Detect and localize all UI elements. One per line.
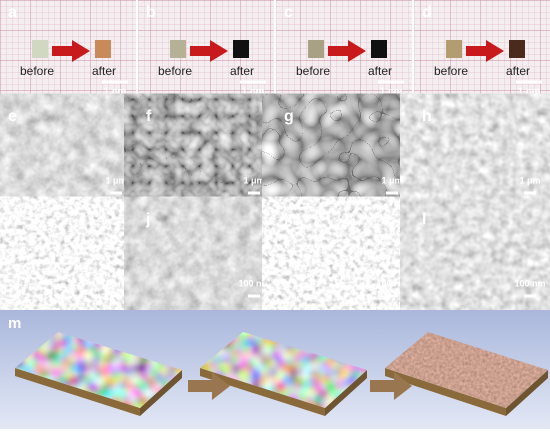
- slab-side: [325, 370, 367, 416]
- sem-panel: 1 μm g: [276, 104, 412, 205]
- panel-label: b: [146, 4, 156, 21]
- sample-before: [32, 40, 48, 58]
- before-label: before: [158, 64, 192, 78]
- panel-label: j: [145, 211, 150, 228]
- panel-label: k: [284, 211, 293, 228]
- after-label: after: [230, 64, 254, 78]
- scale-label: 1 cm: [104, 87, 127, 98]
- panel-label: d: [422, 4, 432, 21]
- scale-label: 1 μm: [519, 175, 540, 185]
- panel-label: a: [8, 4, 17, 21]
- sample-after: [371, 40, 387, 58]
- before-label: before: [296, 64, 330, 78]
- panel-label: c: [284, 4, 293, 21]
- slab-side: [506, 370, 548, 416]
- sem-panel: 1 μm e: [0, 104, 136, 205]
- sem-panel: 100 nm l: [414, 207, 550, 308]
- sem-image: [0, 104, 136, 205]
- photo-panel: before after 1 cm b: [138, 0, 274, 102]
- photo-panel: before after 1 cm a: [0, 0, 136, 102]
- sem-panel: 100 nm k: [276, 207, 412, 308]
- sem-panel: 1 μm h: [414, 104, 550, 205]
- before-label: before: [434, 64, 468, 78]
- photo-panel: before after 1 cm d: [414, 0, 550, 102]
- sem-panel: 100 nm j: [138, 207, 274, 308]
- scale-label: 100 nm: [514, 278, 545, 288]
- scale-label: 1 cm: [242, 87, 265, 98]
- arrow: [190, 40, 228, 62]
- scale-label: 1 μm: [243, 175, 264, 185]
- panel-label: m: [8, 315, 21, 332]
- arrow: [370, 372, 412, 400]
- after-label: after: [506, 64, 530, 78]
- scale-label: 100 nm: [238, 278, 269, 288]
- after-label: after: [368, 64, 392, 78]
- sem-image: [138, 207, 274, 308]
- scale-label: 100 nm: [100, 278, 131, 288]
- scale-label: 100 nm: [376, 278, 407, 288]
- panel-label: f: [146, 108, 152, 125]
- slab-side: [15, 368, 140, 416]
- sample-after: [509, 40, 525, 58]
- sem-image: [276, 207, 412, 308]
- slab-side: [385, 368, 506, 416]
- sem-image: [414, 104, 550, 205]
- panel-label: i: [8, 211, 12, 228]
- sample-before: [170, 40, 186, 58]
- sem-image: [138, 104, 274, 205]
- sem-panel: 100 nm i: [0, 207, 136, 308]
- schematic-panel: m: [0, 310, 550, 429]
- sem-image: [414, 207, 550, 308]
- sem-image: [0, 207, 136, 308]
- sem-panel: 1 μm f: [138, 104, 274, 205]
- photo-panel: before after 1 cm c: [276, 0, 412, 102]
- sem-image: [276, 104, 412, 205]
- slab-side: [200, 368, 325, 416]
- scale-label: 1 μm: [105, 175, 126, 185]
- panel-label: g: [284, 108, 294, 125]
- scale-label: 1 cm: [380, 87, 403, 98]
- arrow: [52, 40, 90, 62]
- arrow: [328, 40, 366, 62]
- arrow: [188, 372, 230, 400]
- panel-label: h: [422, 108, 432, 125]
- before-label: before: [20, 64, 54, 78]
- slab-side: [140, 370, 182, 416]
- arrow: [466, 40, 504, 62]
- after-label: after: [92, 64, 116, 78]
- scale-label: 1 cm: [518, 87, 541, 98]
- scale-label: 1 μm: [381, 175, 402, 185]
- panel-label: e: [8, 108, 17, 125]
- sample-after: [95, 40, 111, 58]
- sample-before: [308, 40, 324, 58]
- sample-after: [233, 40, 249, 58]
- panel-label: l: [422, 211, 426, 228]
- sample-before: [446, 40, 462, 58]
